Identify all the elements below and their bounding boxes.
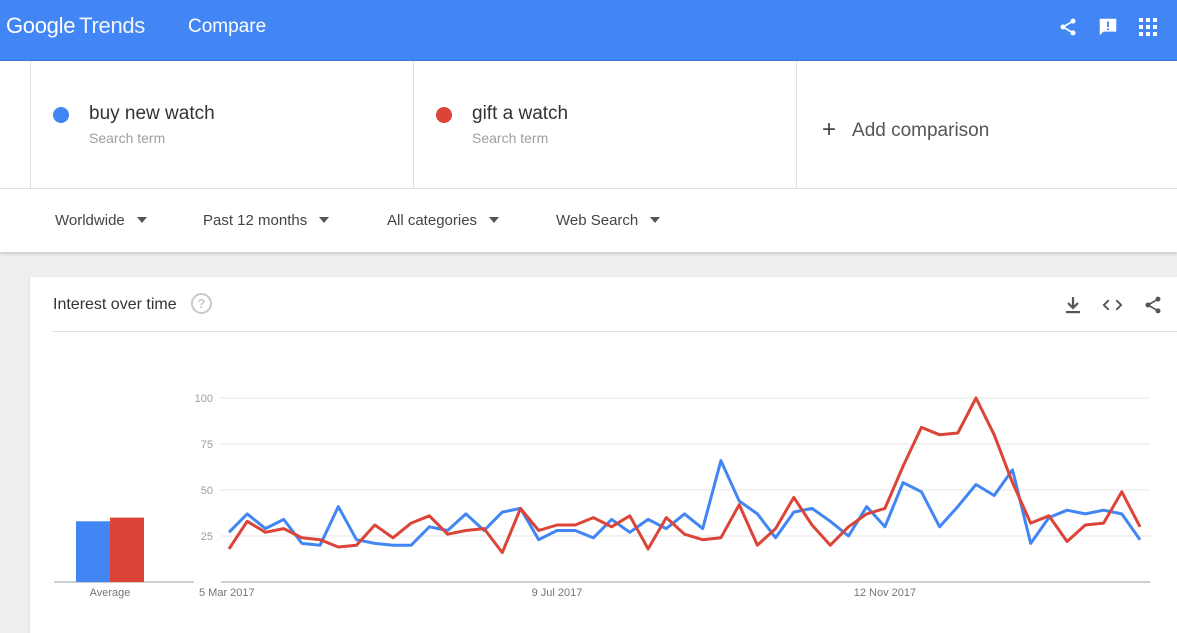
term-color-dot (53, 107, 69, 123)
add-comparison-label: Add comparison (852, 120, 990, 141)
time-range-dropdown[interactable]: Past 12 months (203, 212, 330, 229)
term-name[interactable]: gift a watch (472, 103, 569, 124)
term-name[interactable]: buy new watch (89, 103, 215, 124)
search-terms-bar: buy new watch Search term gift a watch S… (0, 60, 1177, 188)
average-bar-1 (76, 521, 110, 582)
y-tick-label: 25 (201, 531, 213, 543)
apps-grid-icon[interactable] (1137, 16, 1159, 38)
download-icon[interactable] (1062, 294, 1083, 315)
y-tick-label: 100 (195, 393, 213, 405)
dropdown-caret-icon (319, 217, 330, 223)
top-app-bar: Google Trends Compare (0, 0, 1177, 60)
y-tick-label: 50 (201, 485, 213, 497)
filter-bar: Worldwide Past 12 months All categories … (0, 188, 1177, 252)
panel-actions (1062, 294, 1163, 315)
dropdown-caret-icon (136, 217, 147, 223)
average-bar-2 (110, 517, 144, 582)
google-trends-logo[interactable]: Google Trends (6, 13, 145, 39)
term-type: Search term (472, 130, 549, 146)
category-dropdown[interactable]: All categories (387, 212, 500, 229)
time-range-value: Past 12 months (203, 212, 308, 229)
interest-over-time-panel: Interest over time ? 25 50 75 100 5 Mar 2017… (30, 277, 1177, 633)
region-value: Worldwide (55, 212, 125, 229)
search-type-value: Web Search (556, 212, 639, 229)
add-comparison-button[interactable]: + Add comparison (822, 115, 989, 143)
x-tick-label: 5 Mar 2017 (199, 587, 255, 599)
region-dropdown[interactable]: Worldwide (55, 212, 147, 229)
term-card-2[interactable]: gift a watch Search term (414, 61, 797, 188)
x-tick-label: 9 Jul 2017 (532, 587, 583, 599)
page-title: Compare (188, 16, 267, 37)
top-actions (1057, 16, 1159, 38)
term-color-dot (436, 107, 452, 123)
panel-divider (53, 331, 1177, 332)
interest-over-time-chart: 25 50 75 100 5 Mar 2017 9 Jul 2017 12 Nov 2017… (54, 393, 1150, 599)
category-value: All categories (387, 212, 478, 229)
series-line-2 (227, 396, 1142, 555)
term-card-1[interactable]: buy new watch Search term (30, 61, 414, 188)
plus-icon: + (822, 116, 837, 143)
share-icon[interactable] (1057, 16, 1079, 38)
term-type: Search term (89, 130, 166, 146)
feedback-icon[interactable] (1097, 16, 1119, 38)
search-type-dropdown[interactable]: Web Search (556, 212, 661, 229)
series-line-1 (227, 459, 1142, 547)
logo-trends-text: Trends (79, 13, 146, 38)
dropdown-caret-icon (650, 217, 661, 223)
embed-code-icon[interactable] (1102, 294, 1123, 315)
panel-title: Interest over time (53, 296, 177, 313)
logo-google-text: Google (6, 13, 76, 38)
dropdown-caret-icon (489, 217, 500, 223)
average-label: Average (90, 587, 131, 599)
help-icon[interactable]: ? (191, 293, 212, 314)
x-tick-label: 12 Nov 2017 (854, 587, 916, 599)
y-tick-label: 75 (201, 439, 213, 451)
share-icon[interactable] (1142, 294, 1163, 315)
